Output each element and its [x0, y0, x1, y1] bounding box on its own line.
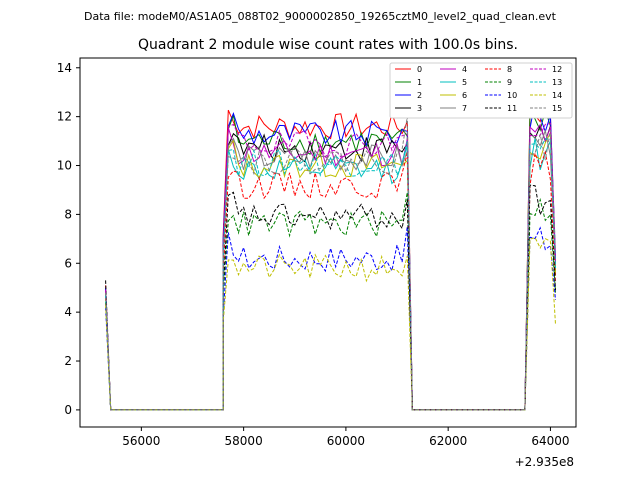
y-tick-label: 8 — [64, 207, 72, 221]
series-line-10 — [105, 226, 556, 411]
legend-label: 7 — [462, 104, 467, 113]
y-tick-label: 12 — [57, 110, 72, 124]
chart-title: Quadrant 2 module wise count rates with … — [138, 37, 518, 53]
legend-label: 8 — [507, 65, 512, 74]
legend-box — [389, 62, 573, 119]
y-tick-label: 10 — [57, 159, 72, 173]
legend-label: 13 — [552, 78, 562, 87]
legend-label: 14 — [552, 91, 562, 100]
y-axis: 0 2 4 6 8 10 12 14 — [57, 61, 80, 417]
series-line-14 — [105, 237, 556, 411]
legend-label: 5 — [462, 78, 467, 87]
legend-label: 2 — [417, 91, 422, 100]
series-line-13 — [105, 138, 556, 411]
series-line-9 — [105, 192, 556, 411]
y-tick-label: 4 — [64, 305, 72, 319]
series-line-5 — [105, 137, 556, 411]
legend-label: 9 — [507, 78, 512, 87]
series-line-12 — [105, 123, 556, 411]
plot-lines — [105, 98, 556, 411]
axes-frame — [79, 57, 577, 428]
x-tick-label: 64000 — [531, 434, 569, 448]
x-tick-label: 56000 — [122, 434, 160, 448]
series-line-3 — [105, 124, 556, 411]
legend-label: 12 — [552, 65, 562, 74]
legend-label: 6 — [462, 91, 467, 100]
legend-label: 10 — [507, 91, 517, 100]
x-offset-label: +2.935e8 — [515, 455, 574, 469]
legend-label: 15 — [552, 104, 562, 113]
legend-label: 0 — [417, 65, 422, 74]
series-line-8 — [105, 150, 556, 411]
legend-label: 3 — [417, 104, 422, 113]
series-line-4 — [105, 123, 556, 411]
series-line-7 — [105, 128, 556, 411]
y-tick-label: 0 — [64, 403, 72, 417]
figure-suptitle: Data file: modeM0/AS1A05_088T02_90000028… — [84, 10, 557, 23]
legend-label: 1 — [417, 78, 422, 87]
series-line-15 — [105, 116, 556, 411]
x-tick-label: 58000 — [225, 434, 263, 448]
legend-label: 4 — [462, 65, 467, 74]
series-line-1 — [105, 108, 556, 411]
x-tick-label: 62000 — [429, 434, 467, 448]
y-tick-label: 6 — [64, 256, 72, 270]
x-axis: 56000 58000 60000 62000 64000 — [122, 427, 570, 448]
x-tick-label: 60000 — [327, 434, 365, 448]
y-tick-label: 14 — [57, 61, 72, 75]
series-line-6 — [105, 132, 556, 411]
legend-label: 11 — [507, 104, 517, 113]
y-tick-label: 2 — [64, 354, 72, 368]
